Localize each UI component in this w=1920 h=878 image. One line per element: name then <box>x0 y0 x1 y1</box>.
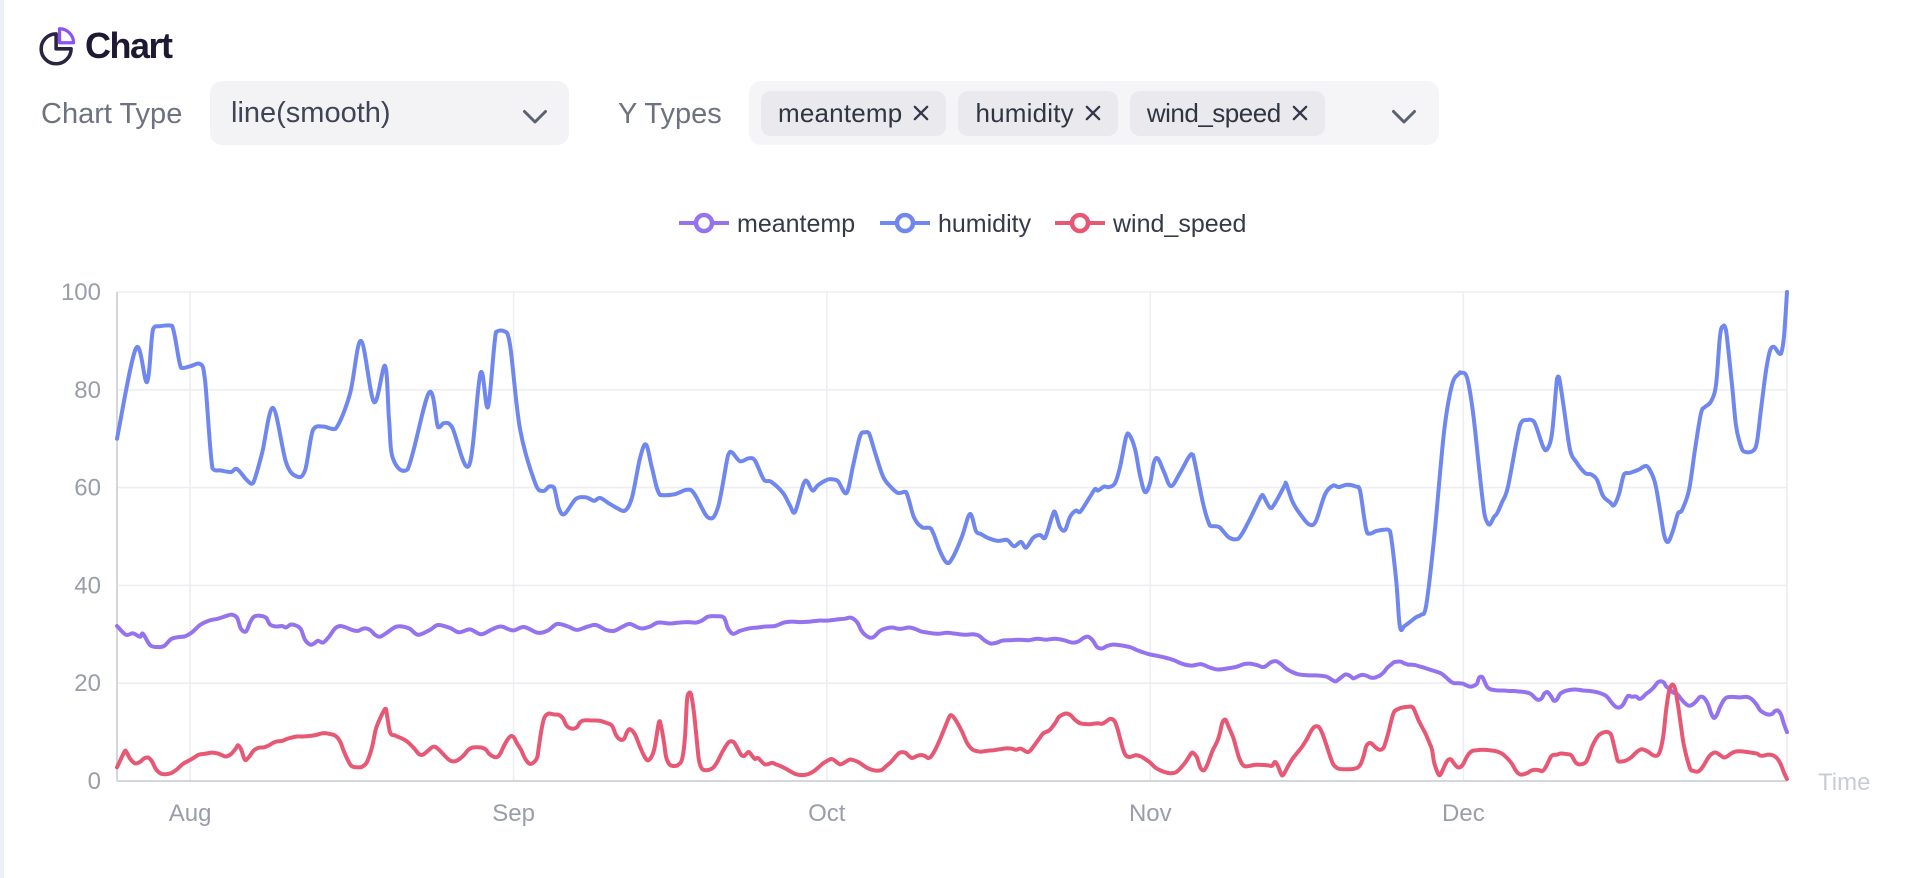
svg-text:40: 40 <box>74 572 101 599</box>
svg-text:60: 60 <box>74 475 101 502</box>
svg-text:Aug: Aug <box>169 800 212 827</box>
svg-text:Dec: Dec <box>1442 800 1485 827</box>
svg-text:80: 80 <box>74 377 101 404</box>
svg-text:humidity: humidity <box>938 210 1032 238</box>
svg-text:Oct: Oct <box>808 800 846 827</box>
svg-text:wind_speed: wind_speed <box>1112 210 1246 238</box>
svg-text:Time: Time <box>1818 769 1870 796</box>
svg-text:meantemp: meantemp <box>737 210 855 238</box>
svg-text:0: 0 <box>88 768 101 795</box>
svg-text:20: 20 <box>74 670 101 697</box>
svg-text:Nov: Nov <box>1129 800 1172 827</box>
svg-text:100: 100 <box>61 279 101 306</box>
svg-text:Sep: Sep <box>492 800 535 827</box>
